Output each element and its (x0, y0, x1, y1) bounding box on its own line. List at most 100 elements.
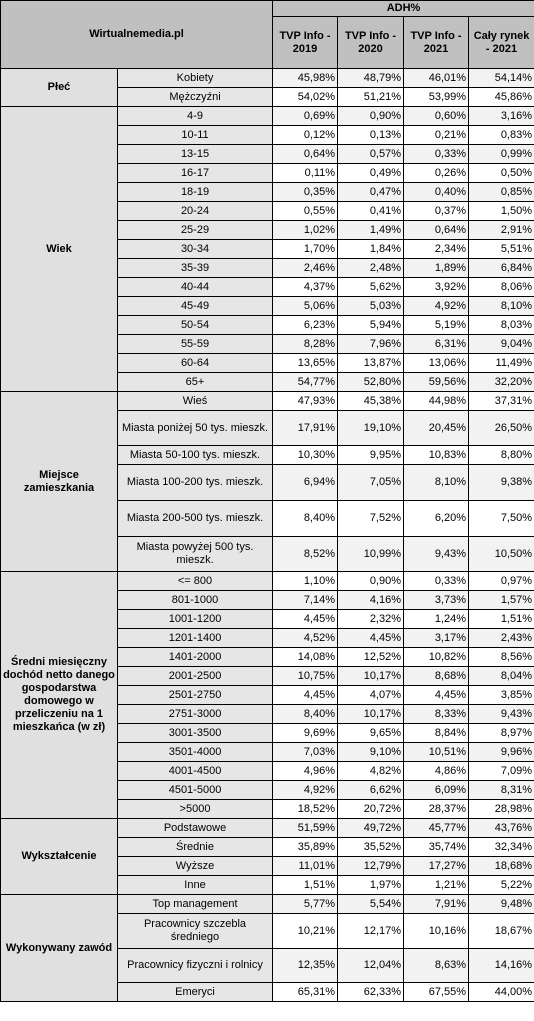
metric-header: ADH% (272, 0, 534, 17)
value-cell: 2,34% (403, 239, 470, 259)
table-row: Emeryci 65,31% 62,33% 67,55% 44,00% (1, 982, 534, 1002)
category-label: Emeryci (116, 982, 274, 1002)
category-label: Top management (116, 894, 274, 914)
value-cell: 49,72% (337, 818, 405, 838)
table-row: Miasta 50-100 tys. mieszk. 10,30% 9,95% 10,… (1, 445, 534, 465)
value-cell: 0,35% (272, 182, 339, 202)
value-cell: 1,84% (337, 239, 405, 259)
group-label: Miejsce zamieszkania (0, 391, 118, 572)
value-cell: 7,50% (468, 500, 534, 537)
value-cell: 3,85% (468, 685, 534, 705)
value-cell: 51,59% (272, 818, 339, 838)
value-cell: 8,33% (403, 704, 470, 724)
value-cell: 47,93% (272, 391, 339, 411)
value-cell: 10,16% (403, 913, 470, 949)
category-label: Inne (116, 875, 274, 895)
value-cell: 9,43% (468, 704, 534, 724)
table-row: 20-24 0,55% 0,41% 0,37% 1,50% (1, 201, 534, 221)
value-cell: 2,32% (337, 609, 405, 629)
value-cell: 5,19% (403, 315, 470, 335)
category-label: 2001-2500 (116, 666, 274, 686)
category-label: 4-9 (116, 106, 274, 126)
value-cell: 0,26% (403, 163, 470, 183)
category-label: 45-49 (116, 296, 274, 316)
value-cell: 8,97% (468, 723, 534, 743)
table-row: >5000 18,52% 20,72% 28,37% 28,98% (1, 799, 534, 819)
category-label: 55-59 (116, 334, 274, 354)
value-cell: 51,21% (337, 87, 405, 107)
table-row: 30-34 1,70% 1,84% 2,34% 5,51% (1, 239, 534, 259)
value-cell: 7,09% (468, 761, 534, 781)
value-cell: 7,14% (272, 590, 339, 610)
value-cell: 9,43% (403, 536, 470, 572)
value-cell: 45,98% (272, 68, 339, 88)
value-cell: 1,51% (272, 875, 339, 895)
value-cell: 8,80% (468, 445, 534, 465)
value-cell: 8,31% (468, 780, 534, 800)
value-cell: 7,03% (272, 742, 339, 762)
value-cell: 8,28% (272, 334, 339, 354)
value-cell: 10,50% (468, 536, 534, 572)
value-cell: 5,54% (337, 894, 405, 914)
value-cell: 5,62% (337, 277, 405, 297)
value-cell: 8,04% (468, 666, 534, 686)
value-cell: 1,02% (272, 220, 339, 240)
table-row: Wiek 4-9 0,69% 0,90% 0,60% 3,16% (0, 106, 534, 392)
table-row: Płeć Kobiety 45,98% 48,79% 46,01% 54,14% (0, 68, 534, 107)
value-cell: 54,14% (468, 68, 534, 88)
table-row: 60-64 13,65% 13,87% 13,06% 11,49% (1, 353, 534, 373)
value-cell: 4,45% (337, 628, 405, 648)
value-cell: 2,46% (272, 258, 339, 278)
table-row: Miejsce zamieszkania Wieś 47,93% 45,38% 44,9… (0, 391, 534, 572)
table-row: Inne 1,51% 1,97% 1,21% 5,22% (1, 875, 534, 895)
value-cell: 45,86% (468, 87, 534, 107)
table-row: 13-15 0,64% 0,57% 0,33% 0,99% (1, 144, 534, 164)
table-row: Średnie 35,89% 35,52% 35,74% 32,34% (1, 837, 534, 857)
category-label: Średnie (116, 837, 274, 857)
value-cell: 32,20% (468, 372, 534, 392)
value-cell: 0,64% (272, 144, 339, 164)
value-cell: 0,21% (403, 125, 470, 145)
value-cell: 8,40% (272, 704, 339, 724)
category-label: 13-15 (116, 144, 274, 164)
value-cell: 6,62% (337, 780, 405, 800)
value-cell: 4,07% (337, 685, 405, 705)
table-row: Wykształcenie Podstawowe 51,59% 49,72% 45,77… (0, 818, 534, 895)
category-label: >5000 (116, 799, 274, 819)
value-cell: 5,77% (272, 894, 339, 914)
value-cell: 8,52% (272, 536, 339, 572)
value-cell: 9,38% (468, 464, 534, 501)
category-label: 1401-2000 (116, 647, 274, 667)
table-row: Miasta 100-200 tys. mieszk. 6,94% 7,05% 8,1… (1, 464, 534, 501)
category-label: Pracownicy fizyczni i rolnicy (116, 948, 274, 983)
value-cell: 1,21% (403, 875, 470, 895)
value-cell: 3,16% (468, 106, 534, 126)
value-cell: 18,68% (468, 856, 534, 876)
value-cell: 12,52% (337, 647, 405, 667)
category-label: 50-54 (116, 315, 274, 335)
value-cell: 28,98% (468, 799, 534, 819)
value-cell: 0,55% (272, 201, 339, 221)
value-cell: 52,80% (337, 372, 405, 392)
value-cell: 8,63% (403, 948, 470, 983)
value-cell: 4,92% (403, 296, 470, 316)
category-label: Miasta 50-100 tys. mieszk. (116, 445, 274, 465)
value-cell: 0,83% (468, 125, 534, 145)
category-label: 801-1000 (116, 590, 274, 610)
category-label: 2751-3000 (116, 704, 274, 724)
value-cell: 1,10% (272, 571, 339, 591)
value-cell: 19,10% (337, 410, 405, 446)
value-cell: 9,96% (468, 742, 534, 762)
table-row: 16-17 0,11% 0,49% 0,26% 0,50% (1, 163, 534, 183)
table-row: 35-39 2,46% 2,48% 1,89% 6,84% (1, 258, 534, 278)
category-label: 25-29 (116, 220, 274, 240)
value-cell: 10,17% (337, 704, 405, 724)
category-label: 18-19 (116, 182, 274, 202)
value-cell: 4,86% (403, 761, 470, 781)
category-label: Miasta powyżej 500 tys. mieszk. (116, 536, 274, 572)
column-header: TVP Info - 2019 (272, 16, 339, 69)
group-label: Wiek (0, 106, 118, 392)
value-cell: 10,30% (272, 445, 339, 465)
value-cell: 10,75% (272, 666, 339, 686)
